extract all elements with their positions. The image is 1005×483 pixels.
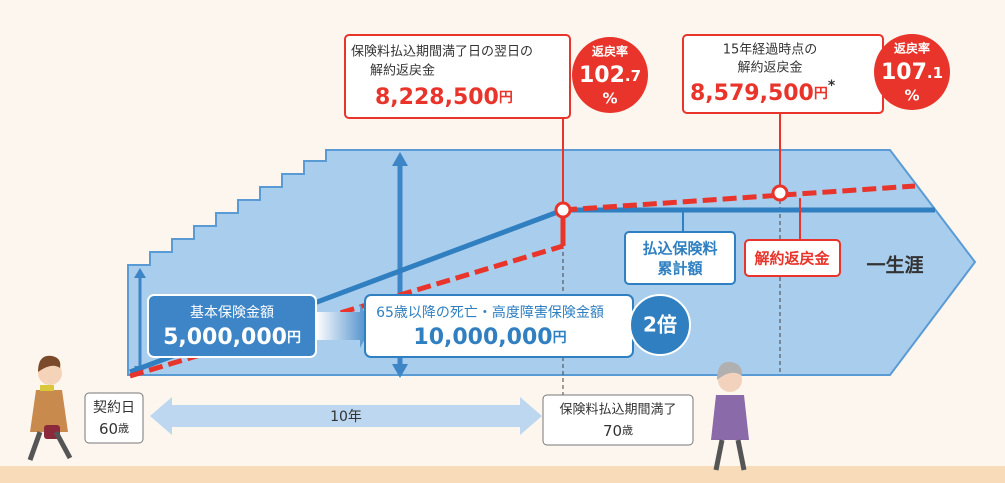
callout-text: 保険料払込期間満了日の翌日の <box>351 45 533 60</box>
callout-text: 解約返戻金 <box>370 63 435 79</box>
callout-box <box>344 34 571 119</box>
start-box <box>84 392 144 444</box>
point <box>554 201 572 219</box>
point <box>771 184 789 202</box>
callout-amount: 8,579,500円* <box>690 78 836 106</box>
base-label: 基本保険金額 <box>190 304 274 321</box>
young-woman <box>27 355 73 461</box>
rate-value: 107.1 <box>881 60 943 85</box>
start-age: 60歳 <box>99 420 129 438</box>
arrow-head <box>392 364 408 378</box>
label-box <box>744 239 841 277</box>
arrow-head <box>392 152 408 166</box>
end-box <box>542 394 694 446</box>
rate-badge <box>874 34 950 110</box>
callout-text: 解約返戻金 <box>737 60 802 76</box>
multiplier-badge <box>629 294 691 356</box>
arrow-head <box>134 268 146 278</box>
period-arrow <box>150 397 542 435</box>
lifetime-label: 一生涯 <box>866 254 923 277</box>
label-box <box>624 231 736 285</box>
end-label: 保険料払込期間満了 <box>559 403 676 418</box>
ground <box>0 466 1005 483</box>
end-age: 70歳 <box>603 422 633 440</box>
increase-arrow <box>316 304 372 348</box>
rate-label: 返戻率 <box>894 41 930 56</box>
rate-label: 返戻率 <box>592 44 628 59</box>
after65-label: 65歳以降の死亡・高度障害保険金額 <box>376 304 604 321</box>
after65-amount: 10,000,000円 <box>413 325 566 350</box>
label-text: 累計額 <box>657 260 702 278</box>
callout-text: 15年経過時点の <box>723 43 818 58</box>
callout-amount: 8,228,500円 <box>375 85 513 110</box>
label-text: 払込保険料 <box>642 240 717 258</box>
rate-badge <box>572 37 648 113</box>
label-text: 解約返戻金 <box>754 250 830 268</box>
base-amount: 5,000,000円 <box>163 325 301 350</box>
multiplier: 2倍 <box>643 313 677 337</box>
start-label: 契約日 <box>93 400 135 416</box>
rate-unit: % <box>602 90 617 108</box>
surrender-line <box>129 243 564 379</box>
rate-unit: % <box>904 87 919 105</box>
elderly-woman <box>711 361 749 471</box>
period-label: 10年 <box>330 409 362 425</box>
rate-value: 102.7 <box>579 63 641 88</box>
